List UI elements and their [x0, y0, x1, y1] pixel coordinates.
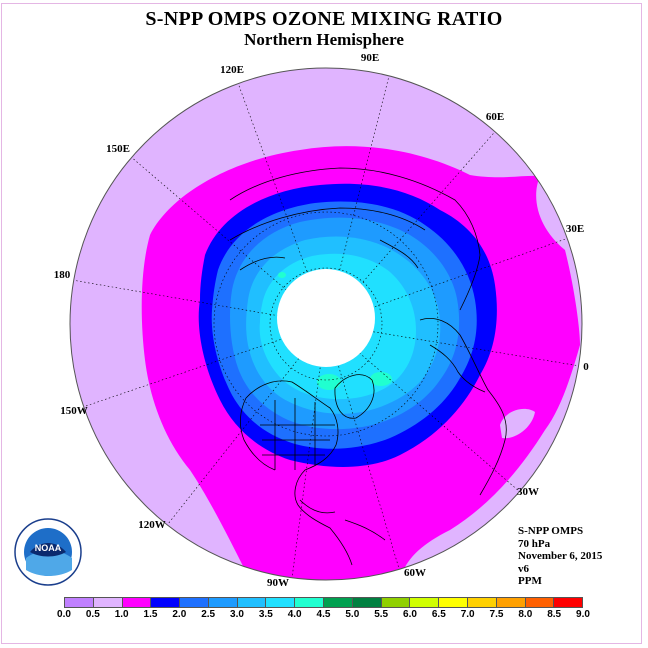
info-date: November 6, 2015	[518, 550, 603, 562]
colorbar-segment	[439, 598, 468, 607]
colorbar-segment	[467, 598, 497, 607]
colorbar-tick-label: 4.0	[287, 609, 302, 620]
info-units: PPM	[518, 575, 542, 587]
colorbar-tick-label: 2.0	[172, 609, 187, 620]
longitude-labels: 90E 60E 30E 0 30W 60W 90W 120W 150W 180 …	[54, 52, 590, 589]
map-subtitle: Northern Hemisphere	[244, 30, 404, 49]
colorbar-segment	[122, 598, 152, 607]
lon-label-30e: 30E	[566, 223, 584, 235]
ozone-patch-high-2	[370, 372, 392, 386]
lon-label-120w: 120W	[138, 519, 166, 531]
colorbar-segment	[410, 598, 440, 607]
colorbar	[64, 597, 583, 608]
colorbar-tick-label: 6.0	[403, 609, 417, 620]
colorbar-tick-label: 1.0	[114, 609, 129, 620]
colorbar-tick-label: 4.5	[316, 609, 331, 620]
colorbar-tick-label: 3.0	[230, 609, 244, 620]
colorbar-tick-label: 7.0	[460, 609, 475, 620]
colorbar-segment	[65, 598, 94, 607]
info-level: 70 hPa	[518, 537, 551, 550]
lon-label-90w: 90W	[267, 577, 289, 589]
colorbar-segment	[237, 598, 267, 607]
colorbar-tick-label: 0.0	[57, 609, 71, 620]
lon-label-90e: 90E	[361, 52, 379, 64]
coastlines	[229, 167, 507, 566]
parallels	[213, 211, 439, 437]
ozone-patch-pink	[500, 408, 535, 439]
colorbar-segment	[266, 598, 296, 607]
colorbar-segment	[151, 598, 181, 607]
noaa-logo-icon: NOAA	[14, 518, 82, 586]
colorbar-tick-label: 5.0	[345, 609, 360, 620]
polar-no-data	[277, 269, 375, 367]
colorbar-tick-label: 8.0	[518, 609, 533, 620]
colorbar-segment	[381, 598, 411, 607]
figure-frame	[1, 3, 642, 644]
lon-label-60e: 60E	[486, 111, 504, 123]
colorbar-tick-label: 3.5	[258, 609, 273, 620]
colorbar-tick-label: 7.5	[489, 609, 504, 620]
info-version: v6	[518, 562, 529, 575]
colorbar-tick-label: 0.5	[85, 609, 100, 620]
lon-label-0: 0	[583, 361, 589, 373]
map-title: S-NPP OMPS OZONE MIXING RATIO	[145, 8, 503, 30]
colorbar-tick-label: 8.5	[547, 609, 562, 620]
lon-label-120e: 120E	[220, 64, 244, 76]
map-border	[69, 67, 583, 581]
info-instrument: S-NPP OMPS	[518, 525, 584, 537]
lon-label-30w: 30W	[517, 486, 539, 498]
lon-label-60w: 60W	[404, 567, 426, 579]
colorbar-segment	[352, 598, 382, 607]
lon-label-150w: 150W	[60, 405, 88, 417]
colorbar-segment	[208, 598, 238, 607]
meridians	[71, 71, 581, 579]
colorbar-tick-label: 1.5	[143, 609, 158, 620]
colorbar-segment	[93, 598, 123, 607]
ozone-patch-high-1	[317, 374, 341, 390]
colorbar-segment	[180, 598, 209, 607]
lon-label-150e: 150E	[106, 143, 130, 155]
colorbar-segment	[496, 598, 526, 607]
info-block: S-NPP OMPS 70 hPa November 6, 2015 v6 PP…	[518, 525, 602, 588]
colorbar-tick-label: 2.5	[201, 609, 216, 620]
colorbar-tick-label: 9.0	[576, 609, 590, 620]
colorbar-segment	[525, 598, 555, 607]
colorbar-segment	[324, 598, 353, 607]
colorbar-segment	[554, 598, 583, 607]
colorbar-tick-label: 6.5	[431, 609, 446, 620]
ozone-patch-high-3	[278, 272, 286, 278]
colorbar-tick-label: 5.5	[374, 609, 389, 620]
colorbar-ticks: 0.0 0.5 1.0 1.5 2.0 2.5 3.0 3.5 4.0 4.5 5.0 5.5 6.0 6…	[57, 609, 590, 623]
svg-text:NOAA: NOAA	[35, 543, 62, 553]
lon-label-180: 180	[54, 269, 71, 281]
colorbar-segment	[295, 598, 325, 607]
